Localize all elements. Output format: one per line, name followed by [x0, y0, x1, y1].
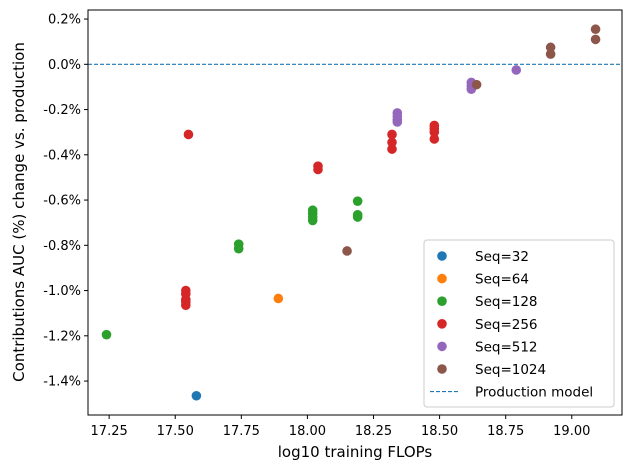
series-seq-128: [101, 196, 363, 340]
data-point: [392, 117, 403, 127]
y-tick-label: -0.4%: [43, 148, 81, 163]
data-point: [181, 300, 191, 311]
y-tick-label: -1.0%: [43, 284, 81, 299]
legend-label-production-model: Production model: [475, 385, 593, 401]
x-tick-label: 18.25: [355, 424, 392, 439]
y-tick-label: 0.0%: [48, 58, 81, 73]
series-seq-64: [273, 293, 284, 304]
series-seq-1024: [342, 24, 601, 256]
data-point: [429, 127, 440, 137]
x-tick-label: 18.00: [289, 424, 326, 439]
x-axis-label: log10 training FLOPs: [278, 443, 433, 461]
legend: Seq=32 Seq=64 Seq=128 Seq=256 Seq=512 Seq=102…: [423, 239, 615, 408]
legend-marker-seq-32: [437, 251, 447, 261]
data-point: [387, 144, 397, 154]
y-tick-label: -1.2%: [43, 329, 81, 344]
data-point: [545, 49, 556, 59]
data-point: [191, 390, 202, 401]
x-tick-label: 19.00: [553, 424, 590, 439]
x-axis: 17.25 17.50 17.75 18.00 18.25 18.50 18.75 19.00: [91, 415, 590, 439]
data-point: [590, 34, 601, 45]
legend-marker-seq-64: [437, 273, 447, 284]
axes-frame: [87, 9, 623, 416]
data-point: [352, 212, 363, 222]
data-point: [313, 164, 323, 175]
data-point: [233, 243, 244, 254]
y-tick-label: 0.2%: [48, 13, 81, 28]
x-tick-label: 17.50: [157, 424, 194, 439]
data-point: [590, 24, 601, 35]
x-tick-label: 17.25: [91, 424, 128, 439]
legend-label-seq-512: Seq=512: [475, 339, 538, 355]
data-point: [342, 246, 352, 256]
series-seq-256: [181, 120, 440, 311]
legend-label-seq-1024: Seq=1024: [475, 362, 546, 378]
legend-box: [423, 239, 615, 408]
y-tick-label: -0.6%: [43, 194, 81, 209]
data-point: [307, 215, 318, 226]
x-tick-label: 18.75: [487, 424, 524, 439]
data-point: [101, 329, 112, 340]
legend-label-seq-128: Seq=128: [475, 294, 538, 310]
legend-label-seq-32: Seq=32: [475, 249, 529, 265]
legend-marker-seq-256: [437, 319, 447, 329]
y-tick-label: -1.4%: [43, 375, 81, 390]
x-tick-label: 18.50: [421, 424, 458, 439]
legend-marker-seq-512: [437, 341, 447, 352]
plot-area: [88, 24, 622, 401]
data-point: [471, 79, 482, 90]
data-point: [183, 129, 194, 140]
legend-label-seq-256: Seq=256: [475, 317, 538, 333]
data-point: [352, 196, 363, 206]
legend-marker-seq-128: [437, 296, 447, 307]
y-tick-label: -0.2%: [43, 103, 81, 118]
x-tick-label: 17.75: [223, 424, 260, 439]
data-point: [387, 129, 397, 140]
y-tick-label: -0.8%: [43, 239, 81, 254]
legend-marker-seq-1024: [437, 364, 447, 374]
y-axis-label: Contributions AUC (%) change vs. product…: [10, 42, 28, 382]
data-point: [511, 65, 522, 75]
data-point: [387, 137, 397, 148]
series-seq-32: [191, 390, 202, 401]
legend-label-seq-64: Seq=64: [475, 272, 529, 288]
data-point: [273, 293, 284, 304]
data-point: [545, 42, 556, 53]
data-point: [429, 134, 440, 144]
y-axis: 0.2% 0.0% -0.2% -0.4% -0.6% -0.8% -1.0% -1.2% -1…: [43, 13, 88, 390]
